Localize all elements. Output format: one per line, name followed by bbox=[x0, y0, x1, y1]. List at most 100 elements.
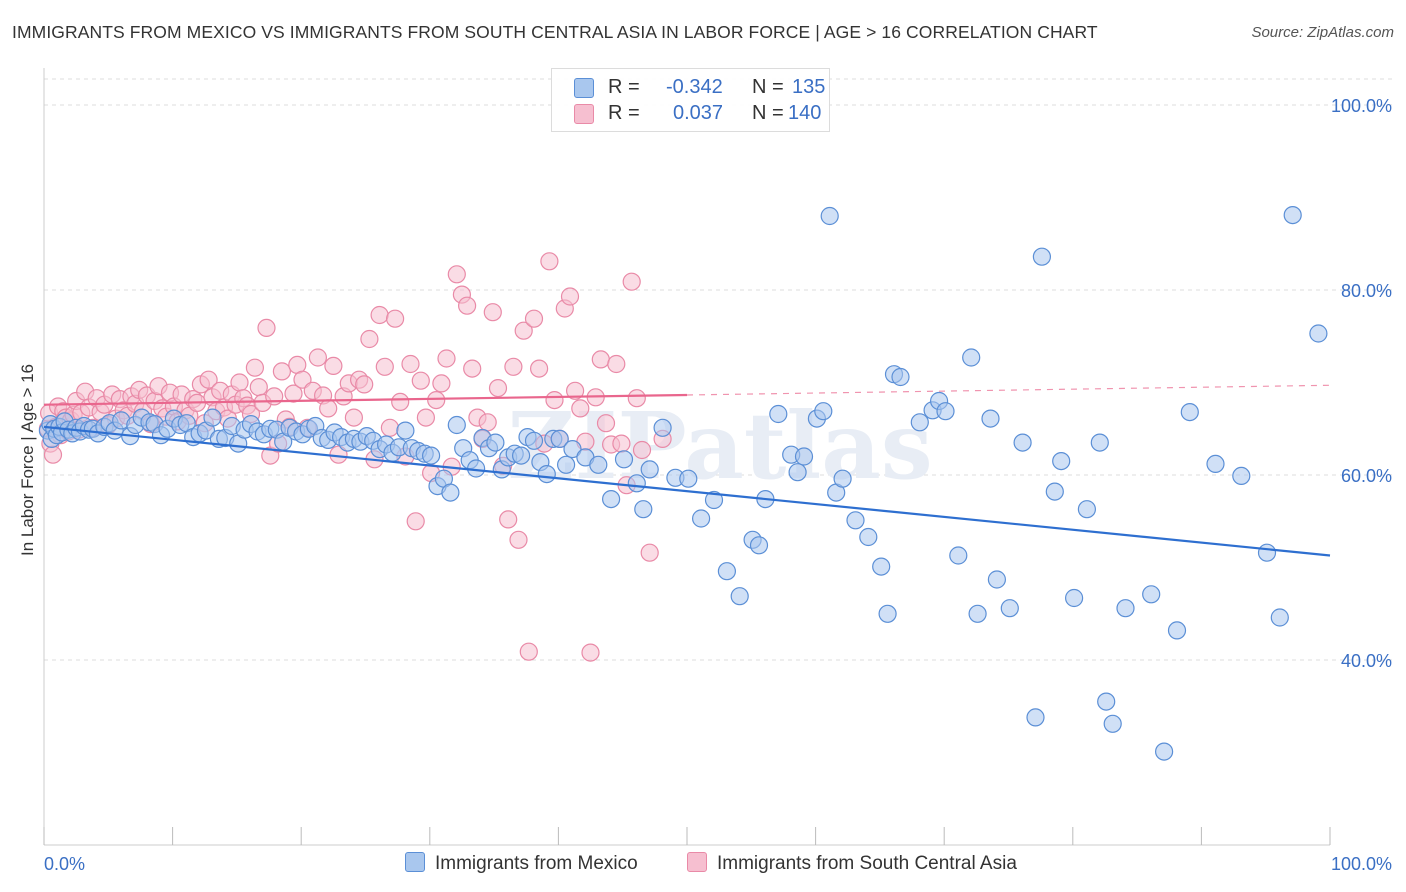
blue-point bbox=[704, 490, 724, 510]
blue-point bbox=[936, 402, 955, 421]
blue-point bbox=[833, 469, 852, 488]
blue-point bbox=[814, 402, 833, 421]
r-value: 0.037 bbox=[673, 102, 724, 124]
pink-point bbox=[319, 399, 338, 418]
pink-point bbox=[499, 510, 518, 529]
r-value: -0.342 bbox=[666, 76, 723, 98]
blue-point bbox=[589, 455, 608, 474]
y-tick-label: 40.0% bbox=[1341, 651, 1392, 671]
pink-point bbox=[509, 530, 528, 549]
blue-point bbox=[1026, 708, 1045, 727]
blue-point bbox=[1257, 543, 1277, 562]
stats-legend: R = -0.342 N = 135 R = 0.037 N = 140 bbox=[551, 68, 830, 132]
blue-point bbox=[1270, 608, 1289, 627]
x-tick-label: 0.0% bbox=[44, 854, 85, 874]
blue-series-points bbox=[38, 206, 1328, 761]
pink-trend-line-dashed bbox=[686, 384, 1331, 396]
pink-point bbox=[519, 642, 538, 661]
source-label: Source: ZipAtlas.com bbox=[1251, 24, 1394, 41]
n-label: N = bbox=[752, 102, 784, 124]
pink-point bbox=[463, 359, 482, 378]
blue-point bbox=[1032, 247, 1052, 266]
blue-point bbox=[550, 429, 569, 448]
y-tick-label: 60.0% bbox=[1341, 466, 1392, 486]
blue-point bbox=[1142, 585, 1161, 604]
blue-point bbox=[627, 474, 646, 493]
n-value: 135 bbox=[792, 76, 826, 98]
blue-point bbox=[1064, 588, 1084, 608]
blue-point bbox=[653, 418, 672, 437]
blue-point bbox=[872, 557, 891, 576]
pink-point bbox=[432, 374, 451, 393]
pink-point bbox=[571, 399, 590, 418]
y-tick-label: 100.0% bbox=[1331, 96, 1392, 116]
pink-point bbox=[504, 357, 523, 376]
blue-point bbox=[1097, 692, 1116, 711]
blue-point bbox=[1103, 714, 1122, 733]
pink-point bbox=[524, 309, 544, 328]
blue-swatch-icon bbox=[574, 78, 594, 98]
pink-point bbox=[514, 321, 533, 340]
pink-point bbox=[437, 349, 456, 368]
pink-point bbox=[284, 384, 303, 403]
blue-point bbox=[1077, 500, 1097, 519]
pink-point bbox=[560, 287, 580, 306]
pink-point bbox=[380, 418, 399, 437]
pink-point bbox=[401, 354, 420, 374]
r-label: R = bbox=[608, 102, 640, 124]
blue-point bbox=[396, 421, 415, 440]
blue-point bbox=[640, 460, 659, 479]
pink-point bbox=[627, 389, 646, 408]
blue-point bbox=[891, 367, 910, 387]
pink-point bbox=[607, 354, 626, 374]
pink-point bbox=[596, 414, 616, 433]
blue-point bbox=[1045, 482, 1064, 501]
blue-swatch-icon bbox=[405, 852, 425, 872]
blue-trend-line bbox=[43, 425, 1331, 557]
pink-point bbox=[612, 434, 631, 453]
pink-point bbox=[427, 391, 446, 410]
blue-point bbox=[859, 527, 878, 547]
pink-point bbox=[391, 392, 410, 411]
pink-swatch-icon bbox=[687, 852, 707, 872]
n-value: 140 bbox=[788, 102, 822, 124]
blue-point bbox=[794, 447, 814, 466]
blue-point bbox=[614, 450, 634, 469]
blue-point bbox=[949, 546, 968, 565]
pink-point bbox=[199, 370, 218, 389]
blue-point bbox=[981, 409, 1000, 428]
pink-point bbox=[324, 356, 343, 375]
blue-point bbox=[717, 562, 737, 581]
pink-point bbox=[488, 379, 508, 398]
tick-labels: 40.0% 60.0% 80.0% 100.0% 0.0% 100.0% bbox=[44, 96, 1392, 874]
pink-point bbox=[483, 303, 502, 322]
legend-item-mexico: Immigrants from Mexico bbox=[405, 852, 638, 875]
pink-trend-line bbox=[43, 393, 688, 406]
legend-label: Immigrants from Mexico bbox=[435, 853, 638, 874]
r-label: R = bbox=[608, 76, 640, 98]
pink-point bbox=[416, 408, 435, 427]
blue-point bbox=[1180, 403, 1199, 422]
pink-point bbox=[478, 413, 497, 432]
blue-point bbox=[968, 604, 987, 623]
blue-point bbox=[203, 408, 222, 427]
pink-point bbox=[355, 375, 374, 394]
n-label: N = bbox=[752, 76, 784, 98]
pink-point bbox=[545, 391, 564, 410]
blue-point bbox=[1283, 206, 1302, 225]
blue-point bbox=[1052, 452, 1071, 471]
blue-point bbox=[878, 604, 897, 623]
pink-point bbox=[622, 272, 641, 291]
pink-swatch-icon bbox=[574, 104, 594, 124]
pink-point bbox=[230, 373, 249, 392]
pink-point bbox=[529, 359, 549, 378]
pink-point bbox=[375, 357, 394, 376]
pink-point bbox=[591, 350, 610, 369]
blue-point bbox=[1232, 466, 1251, 485]
pink-point bbox=[344, 408, 363, 427]
blue-point bbox=[1090, 433, 1109, 452]
blue-point bbox=[556, 455, 576, 474]
blue-point bbox=[730, 587, 749, 606]
blue-point bbox=[524, 431, 544, 450]
